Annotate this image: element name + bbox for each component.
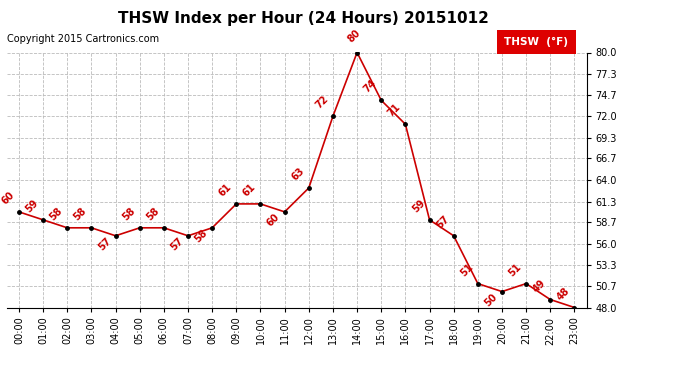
Text: 58: 58 xyxy=(120,206,137,222)
Text: 58: 58 xyxy=(48,206,65,222)
Text: 57: 57 xyxy=(96,236,112,252)
Text: 48: 48 xyxy=(555,285,572,302)
Text: Copyright 2015 Cartronics.com: Copyright 2015 Cartronics.com xyxy=(7,34,159,44)
Text: 71: 71 xyxy=(386,102,402,118)
Text: 72: 72 xyxy=(313,94,330,111)
Text: THSW  (°F): THSW (°F) xyxy=(504,37,569,47)
Text: THSW Index per Hour (24 Hours) 20151012: THSW Index per Hour (24 Hours) 20151012 xyxy=(118,11,489,26)
Text: 51: 51 xyxy=(458,261,475,278)
Text: 57: 57 xyxy=(434,214,451,230)
Text: 63: 63 xyxy=(289,166,306,182)
Text: 61: 61 xyxy=(241,182,257,198)
Text: 58: 58 xyxy=(193,228,210,244)
Text: 59: 59 xyxy=(410,198,426,214)
Text: 60: 60 xyxy=(265,212,282,228)
Text: 50: 50 xyxy=(482,292,499,308)
Text: 49: 49 xyxy=(531,278,547,294)
Text: 58: 58 xyxy=(72,206,89,222)
Text: 61: 61 xyxy=(217,182,233,198)
Text: 60: 60 xyxy=(0,190,16,206)
Text: 58: 58 xyxy=(144,206,161,222)
Text: 59: 59 xyxy=(23,198,40,214)
Text: 51: 51 xyxy=(506,261,523,278)
Text: 80: 80 xyxy=(346,27,363,44)
Text: 74: 74 xyxy=(362,78,378,95)
Text: 57: 57 xyxy=(168,236,185,252)
